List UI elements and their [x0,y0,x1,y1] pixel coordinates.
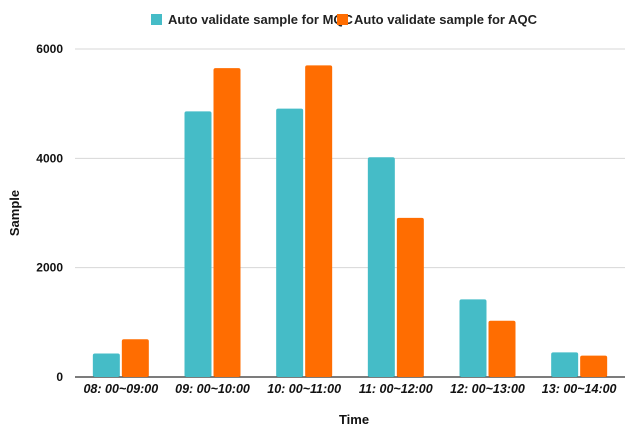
legend-label-aqc: Auto validate sample for AQC [354,12,538,27]
bar-mqc-1 [184,111,212,377]
legend-label-mqc: Auto validate sample for MQC [168,12,354,27]
x-tick-label: 08: 00~09:00 [83,382,158,396]
x-tick-label: 10: 00~11:00 [267,382,341,396]
legend: Auto validate sample for MQC Auto valida… [151,12,538,27]
y-tick-label: 6000 [36,42,63,56]
legend-swatch-mqc [151,14,162,25]
bar-aqc-4 [488,320,516,377]
legend-swatch-aqc [337,14,348,25]
x-tick-label: 12: 00~13:00 [450,382,525,396]
bar-aqc-2 [305,65,333,378]
bar-mqc-5 [551,352,579,377]
bar-mqc-2 [276,108,304,377]
bar-aqc-1 [213,68,241,377]
bar-aqc-5 [580,355,608,377]
grid-layer [75,48,625,269]
y-tick-label: 4000 [36,151,63,165]
y-tick-label: 0 [56,370,63,384]
bar-mqc-0 [92,353,120,377]
label-layer: 0 2000 4000 6000 08: 00~09:00 09: 00~10:00 10:… [36,42,616,396]
bar-mqc-4 [459,299,487,377]
x-tick-label: 09: 00~10:00 [175,382,250,396]
bar-layer [92,65,608,378]
bar-mqc-3 [367,157,395,377]
x-tick-label: 13: 00~14:00 [542,382,617,396]
x-axis-title: Time [339,412,369,427]
bar-aqc-0 [121,339,149,377]
y-axis-title: Sample [7,190,22,236]
y-tick-label: 2000 [36,261,63,275]
bar-aqc-3 [396,217,424,377]
x-tick-label: 11: 00~12:00 [359,382,433,396]
